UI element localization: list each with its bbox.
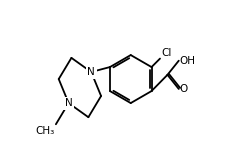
- Text: N: N: [87, 67, 95, 77]
- Text: O: O: [180, 84, 188, 94]
- Text: N: N: [65, 98, 72, 108]
- Text: OH: OH: [180, 56, 196, 66]
- Text: CH₃: CH₃: [35, 126, 55, 136]
- Text: Cl: Cl: [161, 48, 171, 58]
